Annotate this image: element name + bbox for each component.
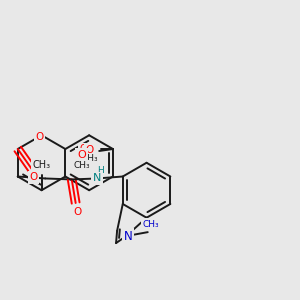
Text: O: O [80,144,87,154]
Text: H: H [97,166,104,175]
Text: O: O [29,172,38,182]
Text: O: O [74,207,82,217]
Text: N: N [124,230,133,243]
Text: N: N [93,173,101,184]
Text: O: O [85,145,94,155]
Text: O: O [35,132,44,142]
Text: CH₃: CH₃ [32,160,51,170]
Text: CH₃: CH₃ [81,154,98,163]
Text: CH₃: CH₃ [142,220,159,229]
Text: CH₃: CH₃ [73,161,90,170]
Text: O: O [77,150,86,160]
